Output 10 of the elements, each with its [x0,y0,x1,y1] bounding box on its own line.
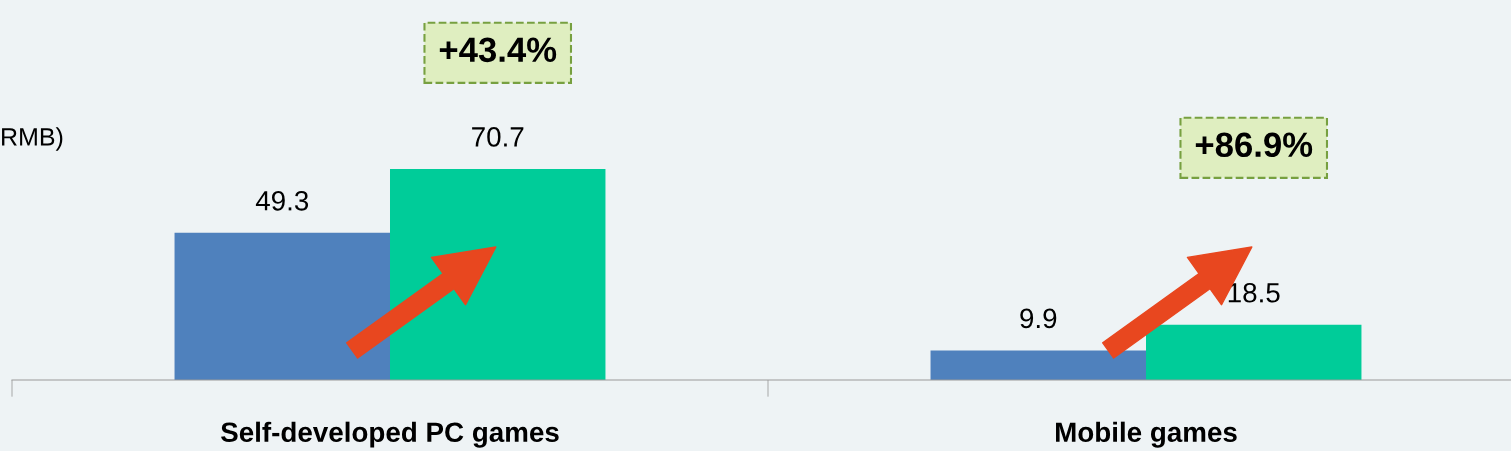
x-tick-label: Self-developed PC games [221,421,559,448]
data-label: 49.3 [255,190,309,211]
x-tick-label: Mobile games [1056,421,1237,448]
data-label: 70.7 [472,127,524,147]
text: RMB) [2,127,63,151]
data-label: 9.9 [1020,308,1057,329]
text: +43.4% [439,37,557,63]
bar [930,350,1146,380]
data-label: 18.5 [1228,282,1280,303]
text: +86.9% [1195,132,1313,158]
